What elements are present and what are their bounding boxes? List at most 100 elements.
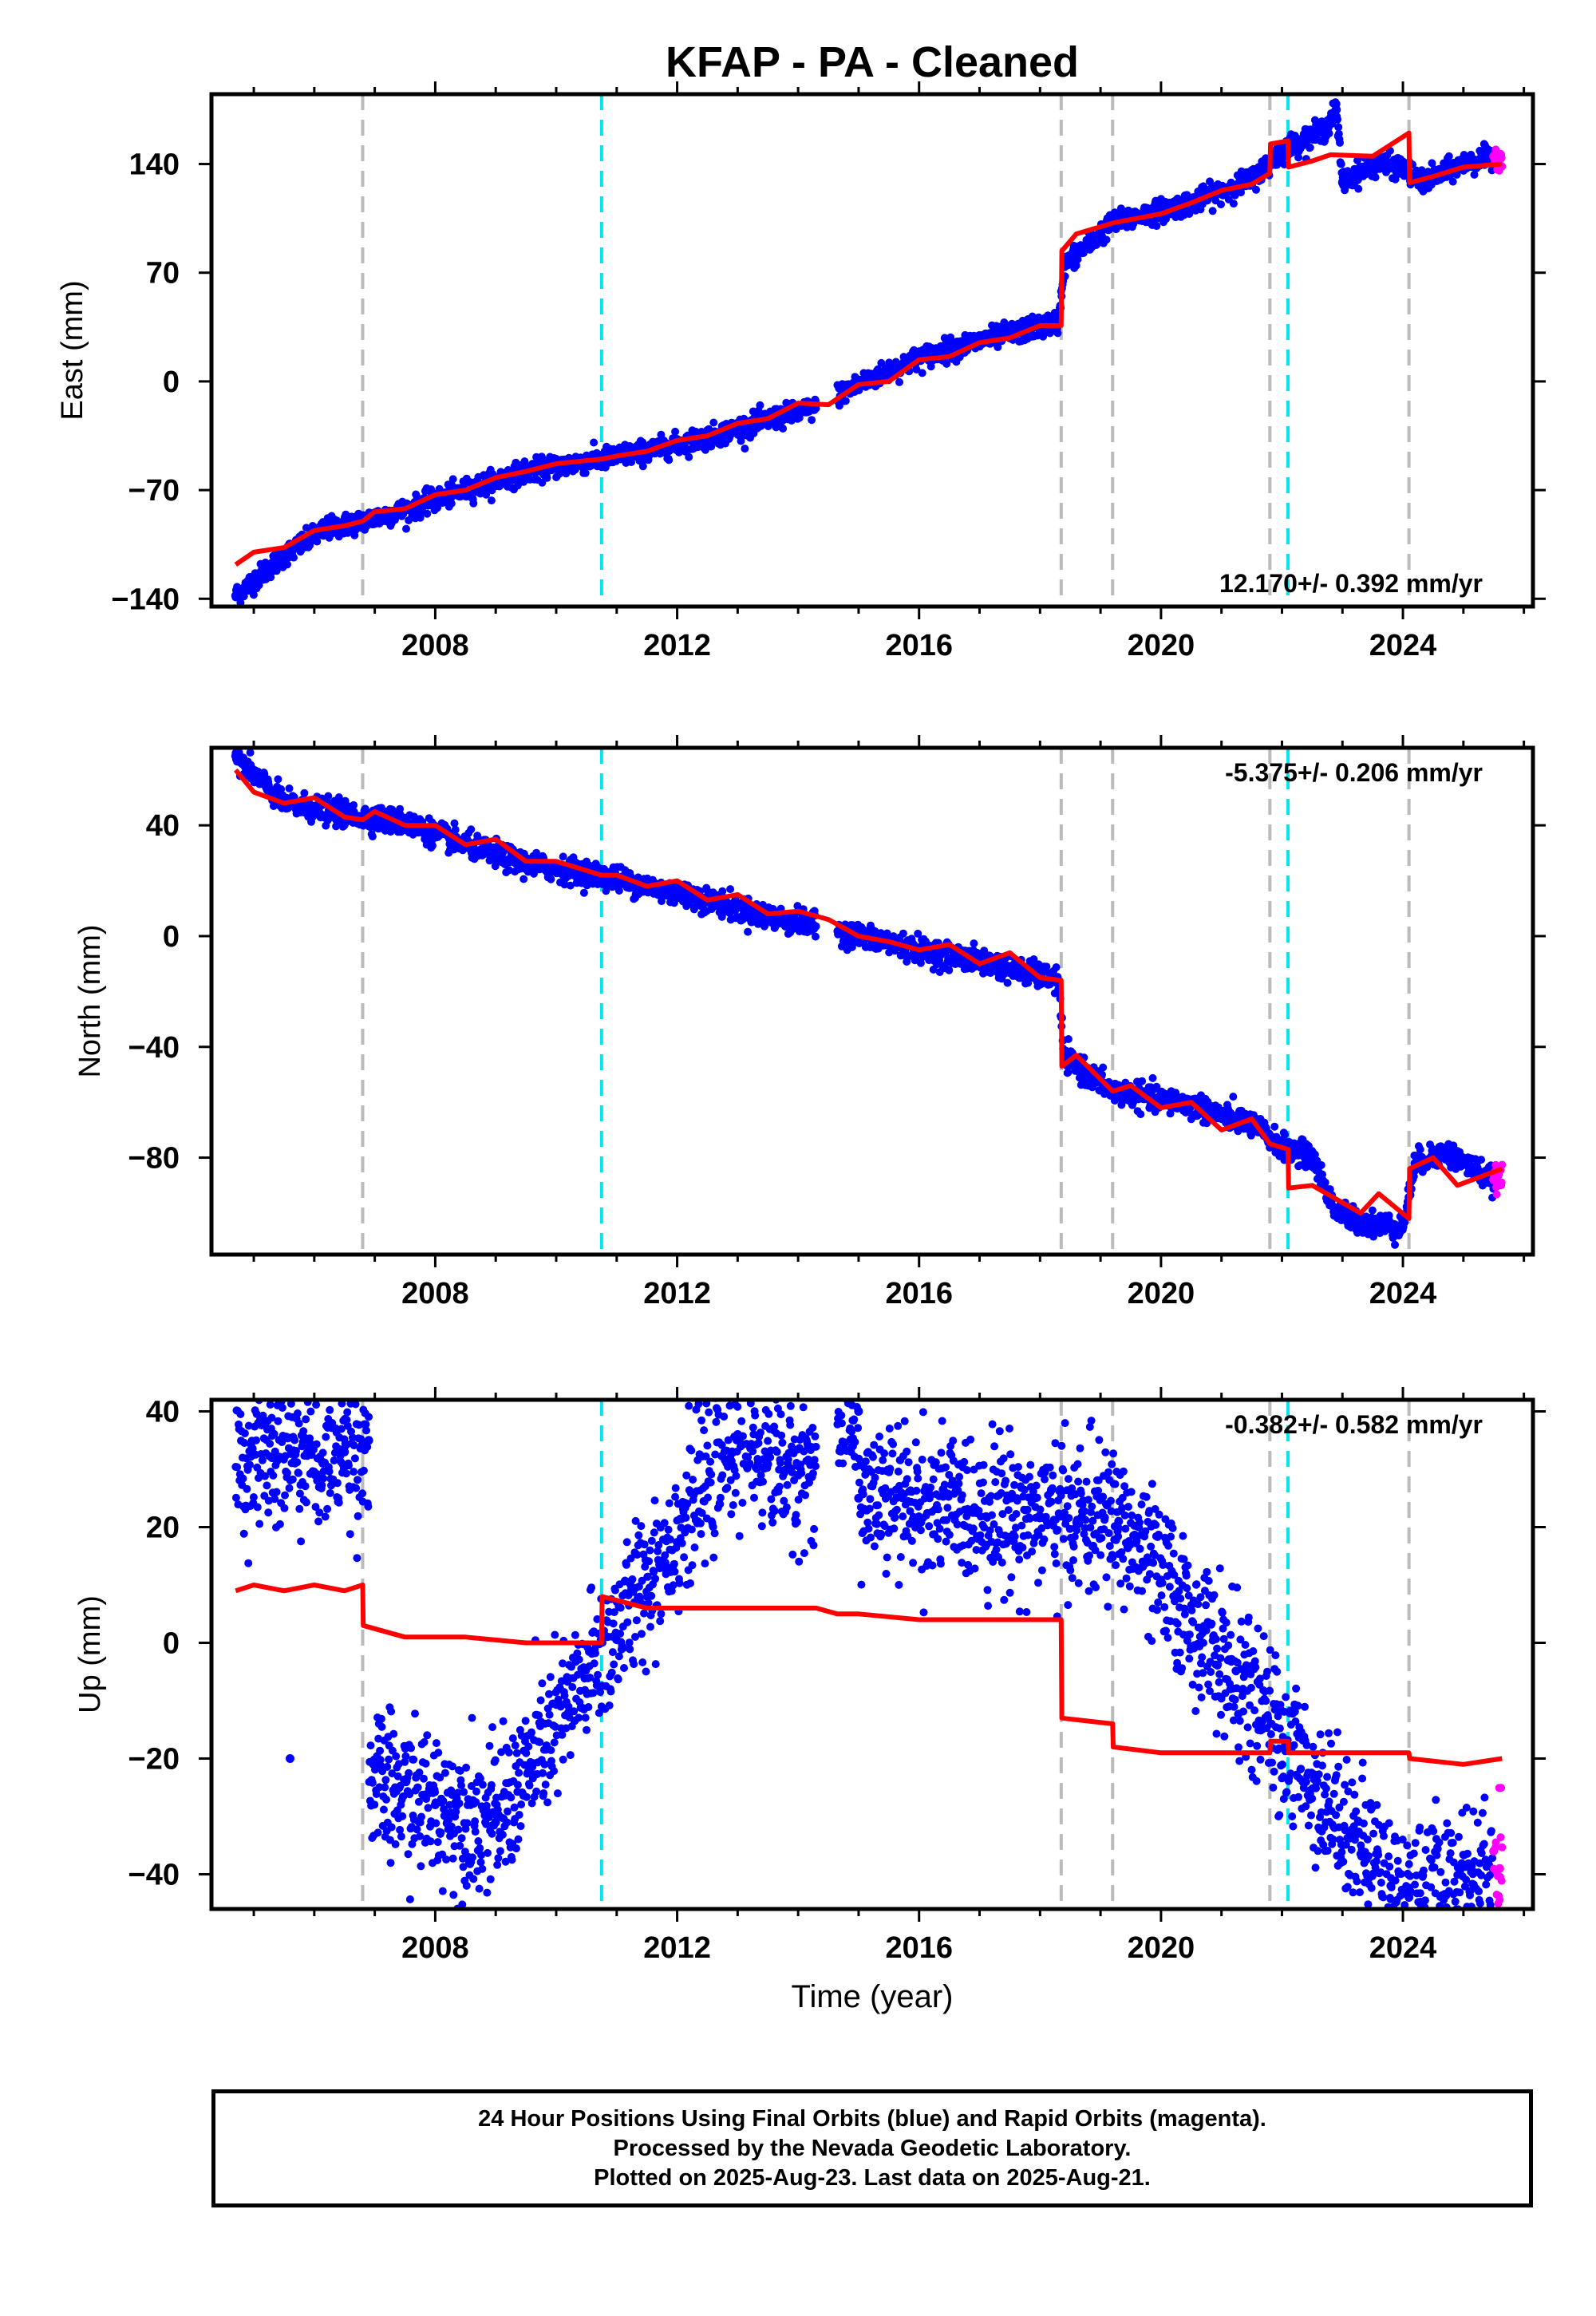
final-point (916, 958, 925, 967)
x-axis-label: Time (year) (792, 1979, 954, 2014)
final-point (1336, 138, 1344, 147)
final-point (1444, 152, 1453, 160)
final-point (482, 490, 491, 499)
final-point (1325, 1185, 1334, 1194)
final-point (1354, 184, 1363, 193)
final-point (918, 369, 926, 377)
final-point (1138, 1077, 1147, 1085)
final-point (614, 887, 623, 895)
final-point (793, 902, 802, 911)
final-point (903, 958, 911, 966)
final-point (1368, 1206, 1377, 1215)
final-point (448, 475, 457, 484)
final-point (741, 445, 749, 453)
final-point (671, 427, 680, 436)
final-point (1337, 160, 1345, 168)
final-point (246, 749, 255, 757)
final-point (707, 442, 716, 451)
data-point (231, 591, 240, 600)
data-points (231, 748, 1507, 1249)
final-point (841, 397, 850, 405)
x-tick-label: 2012 (643, 629, 711, 662)
final-point (239, 592, 248, 601)
y-tick-label: −140 (111, 583, 180, 616)
y-axis-label: East (mm) (56, 280, 89, 420)
final-point (469, 499, 478, 508)
x-tick-label: 2020 (1128, 629, 1195, 662)
final-point (324, 792, 333, 800)
data-point (1398, 162, 1408, 172)
final-point (685, 453, 693, 461)
final-point (1333, 115, 1341, 124)
final-point (1270, 1122, 1279, 1131)
final-point (581, 468, 590, 477)
final-point (808, 416, 816, 425)
final-point (1428, 159, 1436, 168)
final-point (756, 401, 764, 409)
chart-title: KFAP - PA - Cleaned (666, 38, 1079, 86)
plot-area (231, 94, 1507, 607)
final-point (423, 509, 432, 518)
x-tick-label: 2016 (885, 629, 953, 662)
final-point (1152, 222, 1161, 231)
final-point (1029, 955, 1038, 963)
final-point (1064, 1068, 1073, 1077)
final-point (368, 832, 377, 841)
final-point (935, 968, 944, 976)
final-point (1064, 1035, 1073, 1043)
final-point (1321, 1178, 1329, 1187)
data-points (231, 98, 1507, 607)
final-point (590, 438, 598, 447)
final-point (1229, 200, 1238, 208)
rate-annotation: 12.170+/- 0.392 mm/yr (1219, 569, 1483, 598)
plot-area (231, 748, 1507, 1255)
y-tick-label: −70 (128, 474, 180, 508)
final-point (467, 825, 476, 834)
axis-frame (209, 92, 1535, 609)
final-point (447, 499, 456, 508)
final-point (547, 875, 555, 883)
final-point (1317, 1161, 1325, 1169)
final-point (566, 881, 575, 890)
final-point (1102, 235, 1111, 244)
final-point (579, 888, 588, 897)
y-tick-label: 140 (129, 148, 180, 182)
data-point (805, 405, 815, 414)
y-tick-label: 70 (146, 257, 180, 290)
final-point (487, 496, 496, 505)
final-point (313, 537, 322, 546)
final-point (627, 458, 636, 466)
final-point (665, 456, 674, 464)
final-point (1136, 1110, 1145, 1119)
final-point (429, 841, 437, 850)
final-point (1052, 963, 1061, 971)
final-point (812, 932, 820, 941)
final-point (718, 887, 727, 895)
final-point (914, 929, 922, 938)
final-point (538, 478, 547, 487)
final-point (1470, 170, 1479, 179)
final-point (709, 418, 718, 427)
data-point (1489, 152, 1499, 161)
final-point (1334, 123, 1343, 132)
final-point (1053, 329, 1062, 338)
final-point (1371, 173, 1380, 182)
final-point (249, 591, 258, 599)
y-tick-label: 0 (163, 366, 180, 399)
final-point (726, 885, 735, 894)
final-point (744, 927, 753, 936)
x-tick-label: 2008 (401, 629, 469, 662)
final-point (942, 359, 951, 368)
final-point (1448, 177, 1457, 186)
final-point (1042, 962, 1051, 971)
final-point (895, 377, 903, 386)
final-point (970, 939, 978, 948)
final-point (1229, 1093, 1238, 1101)
final-point (658, 897, 666, 906)
data-point (1337, 178, 1347, 188)
final-point (255, 581, 263, 590)
model-line (234, 130, 1503, 567)
final-point (1294, 153, 1303, 162)
